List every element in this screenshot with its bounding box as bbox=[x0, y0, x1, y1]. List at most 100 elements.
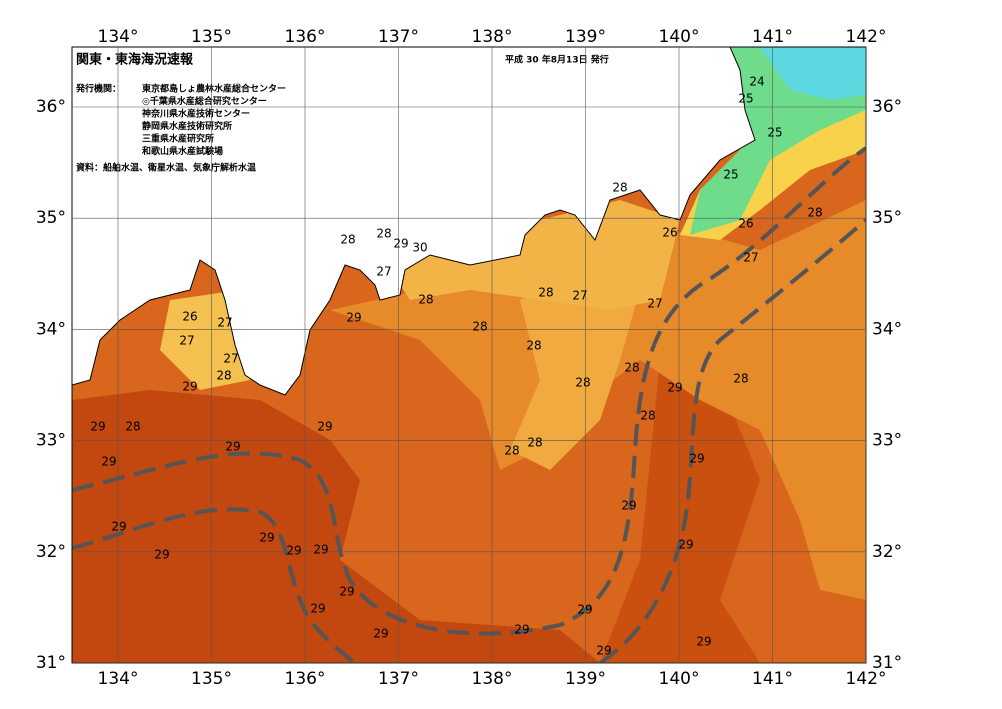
contour-label: 29 bbox=[182, 380, 197, 394]
issuer: 神奈川県水産技術センター bbox=[142, 108, 250, 120]
contour-label: 24 bbox=[749, 75, 764, 89]
contour-label: 28 bbox=[472, 320, 487, 334]
lon-label: 140° bbox=[659, 27, 700, 47]
lon-label: 135° bbox=[191, 669, 232, 689]
lat-label: 35° bbox=[872, 208, 902, 228]
contour-label: 28 bbox=[376, 227, 391, 241]
contour-label: 27 bbox=[647, 297, 662, 311]
contour-label: 29 bbox=[310, 602, 325, 616]
lon-label: 142° bbox=[846, 27, 887, 47]
lon-label: 136° bbox=[285, 27, 326, 47]
contour-label: 29 bbox=[259, 531, 274, 545]
contour-label: 29 bbox=[111, 520, 126, 534]
issuers-label: 発行機関： bbox=[75, 83, 121, 95]
contour-label: 26 bbox=[738, 217, 753, 231]
current-path bbox=[72, 146, 866, 663]
contour-label: 28 bbox=[418, 293, 433, 307]
contour-label: 27 bbox=[376, 265, 391, 279]
contour-label: 28 bbox=[575, 376, 590, 390]
contour-label: 29 bbox=[696, 635, 711, 649]
lat-label: 32° bbox=[36, 542, 66, 562]
issuer: ◎千葉県水産総合研究センター bbox=[142, 95, 267, 107]
contour-label: 29 bbox=[225, 440, 240, 454]
contour-label: 27 bbox=[179, 334, 194, 348]
lon-label: 139° bbox=[565, 27, 606, 47]
issue-date: 平成 30 年8月13日 発行 bbox=[505, 54, 609, 66]
contour-label: 28 bbox=[504, 444, 519, 458]
warm-region bbox=[600, 360, 760, 663]
contour-label: 28 bbox=[527, 436, 542, 450]
contour-label: 29 bbox=[596, 644, 611, 658]
header: 関東・東海海況速報 平成 30 年8月13日 発行 発行機関： 資料：船舶水温、… bbox=[75, 52, 609, 174]
contour-label: 27 bbox=[223, 352, 238, 366]
contour-label: 29 bbox=[154, 548, 169, 562]
lon-label: 138° bbox=[472, 669, 513, 689]
contour-label: 28 bbox=[340, 233, 355, 247]
lat-label: 31° bbox=[872, 653, 902, 673]
title: 関東・東海海況速報 bbox=[76, 52, 194, 68]
contour-label: 27 bbox=[743, 251, 758, 265]
contour-label: 27 bbox=[217, 316, 232, 330]
lon-label: 141° bbox=[752, 27, 793, 47]
lat-label: 32° bbox=[872, 542, 902, 562]
contour-label: 28 bbox=[733, 372, 748, 386]
lat-label: 33° bbox=[872, 431, 902, 451]
contour-label: 28 bbox=[125, 420, 140, 434]
contour-label: 29 bbox=[313, 543, 328, 557]
lat-label: 31° bbox=[36, 653, 66, 673]
cold-region bbox=[760, 47, 866, 100]
lon-label: 142° bbox=[846, 669, 887, 689]
contour-label: 28 bbox=[216, 369, 231, 383]
contour-label: 28 bbox=[807, 206, 822, 220]
contour-label: 29 bbox=[514, 623, 529, 637]
lat-label: 36° bbox=[872, 97, 902, 117]
map-area bbox=[72, 47, 866, 663]
cool-region bbox=[160, 290, 250, 390]
issuer: 三重県水産研究所 bbox=[142, 133, 214, 145]
lat-label: 33° bbox=[36, 431, 66, 451]
contour-label: 29 bbox=[393, 237, 408, 251]
contour-label: 29 bbox=[577, 603, 592, 617]
issuer: 静岡県水産技術研究所 bbox=[142, 120, 232, 132]
source: 資料：船舶水温、衛星水温、気象庁解析水温 bbox=[76, 162, 256, 174]
lon-label: 137° bbox=[378, 27, 419, 47]
lon-label: 138° bbox=[472, 27, 513, 47]
contour-label: 29 bbox=[678, 538, 693, 552]
contour-label: 29 bbox=[90, 420, 105, 434]
cool-region bbox=[380, 200, 680, 310]
contour-label: 28 bbox=[526, 339, 541, 353]
contour-label: 29 bbox=[317, 420, 332, 434]
contour-label: 29 bbox=[339, 585, 354, 599]
contour-label: 28 bbox=[538, 286, 553, 300]
lon-label: 139° bbox=[565, 669, 606, 689]
contour-label: 25 bbox=[767, 126, 782, 140]
lat-label: 36° bbox=[36, 97, 66, 117]
contour-label: 28 bbox=[612, 181, 627, 195]
cool-region bbox=[510, 260, 640, 470]
contour-label: 29 bbox=[346, 311, 361, 325]
contour-label: 25 bbox=[723, 168, 738, 182]
contour-label: 29 bbox=[621, 499, 636, 513]
contour-label: 30 bbox=[412, 241, 427, 255]
contour-label: 29 bbox=[667, 381, 682, 395]
land bbox=[72, 47, 756, 396]
cool-region bbox=[330, 200, 866, 600]
lat-label: 34° bbox=[872, 319, 902, 339]
contour-label: 29 bbox=[101, 455, 116, 469]
lon-label: 134° bbox=[98, 27, 139, 47]
lon-label: 135° bbox=[191, 27, 232, 47]
contour-label: 28 bbox=[624, 361, 639, 375]
lat-label: 35° bbox=[36, 208, 66, 228]
contour-label: 25 bbox=[738, 92, 753, 106]
contour-label: 26 bbox=[182, 310, 197, 324]
lon-label: 141° bbox=[752, 669, 793, 689]
issuer: 東京都島しょ農林水産総合センター bbox=[142, 83, 286, 95]
lon-label: 136° bbox=[285, 669, 326, 689]
lon-label: 140° bbox=[659, 669, 700, 689]
lon-label: 134° bbox=[98, 669, 139, 689]
issuer: 和歌山県水産試験場 bbox=[141, 145, 223, 157]
contour-label: 29 bbox=[373, 627, 388, 641]
contour-label: 26 bbox=[662, 226, 677, 240]
contour-label: 27 bbox=[572, 289, 587, 303]
